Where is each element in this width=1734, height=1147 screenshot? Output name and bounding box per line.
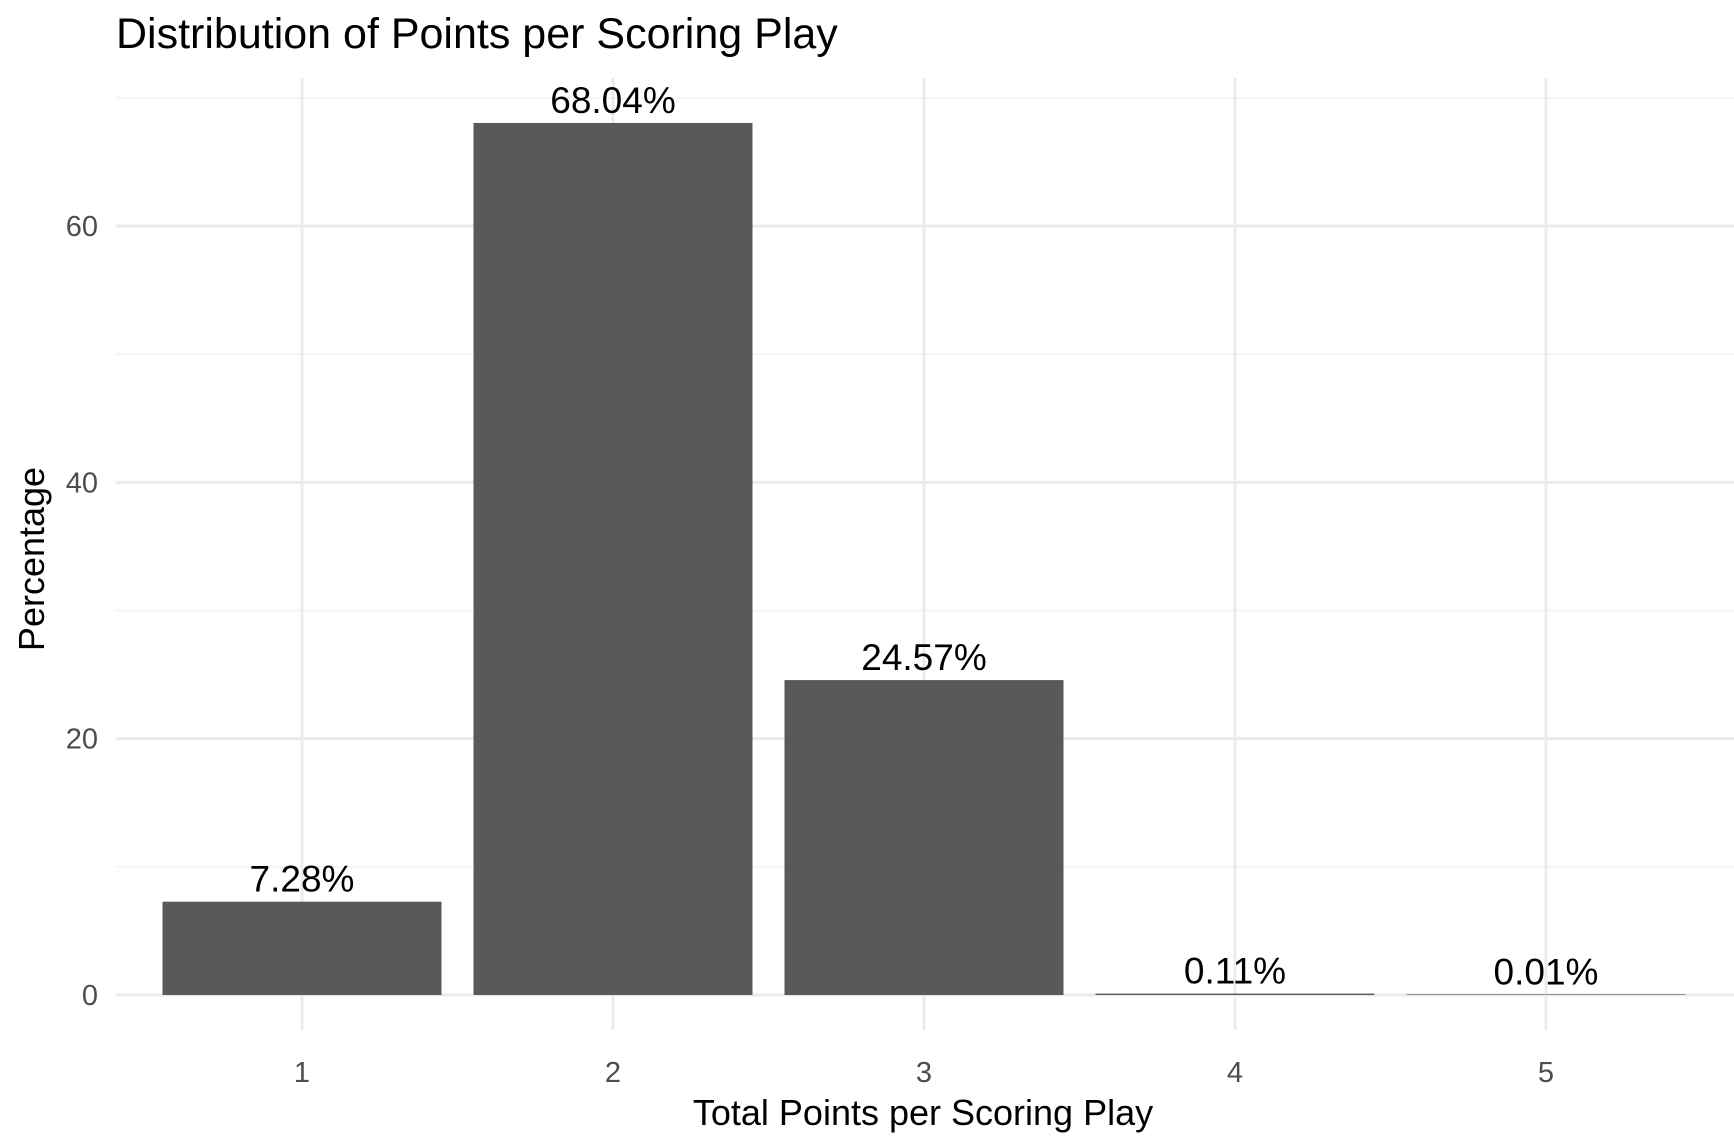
x-tick-label: 3 (916, 1057, 932, 1089)
x-axis-ticks: 1 2 3 4 5 (294, 1057, 1554, 1089)
data-label-1: 7.28% (250, 859, 355, 900)
bar-1 (162, 901, 442, 995)
data-labels: 7.28% 68.04% 24.57% 0.11% 0.01% (250, 80, 1599, 992)
y-tick-label: 0 (82, 980, 98, 1012)
y-axis-label: Percentage (11, 467, 52, 651)
data-label-2: 68.04% (550, 80, 676, 121)
y-axis-ticks: 0 20 40 60 (66, 211, 98, 1012)
x-tick-label: 1 (294, 1057, 310, 1089)
y-tick-label: 20 (66, 724, 98, 756)
bar-4 (1095, 993, 1375, 995)
y-tick-label: 60 (66, 211, 98, 243)
bars (162, 122, 1686, 996)
data-label-3: 24.57% (861, 637, 987, 678)
x-axis-label: Total Points per Scoring Play (693, 1092, 1153, 1133)
chart-title: Distribution of Points per Scoring Play (116, 10, 838, 58)
y-tick-label: 40 (66, 467, 98, 499)
bar-2 (473, 122, 753, 996)
x-tick-label: 4 (1227, 1057, 1243, 1089)
x-tick-label: 2 (605, 1057, 621, 1089)
data-label-5: 0.01% (1494, 951, 1599, 992)
x-tick-label: 5 (1538, 1057, 1554, 1089)
bar-5 (1406, 994, 1686, 995)
bar-3 (784, 680, 1064, 995)
data-label-4: 0.11% (1184, 951, 1286, 992)
